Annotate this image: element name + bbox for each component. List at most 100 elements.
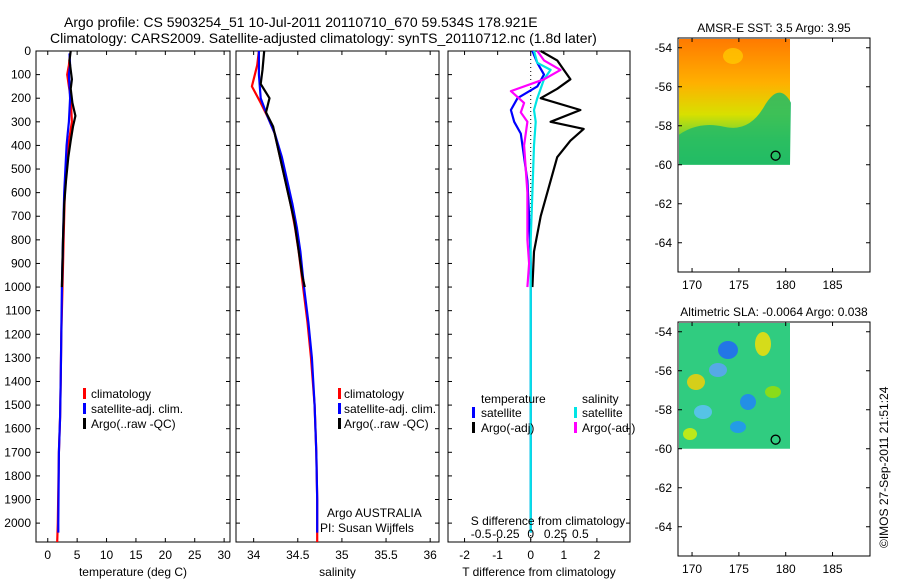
x-tick-label: 170 [682,278,702,292]
legend-swatch [338,403,341,414]
legend-label: Argo(..raw -QC) [91,417,176,431]
y-tick-label: 1300 [4,351,31,365]
y-tick-label: 800 [11,233,31,247]
legend-label: satellite-adj. clim. [344,402,436,416]
x-tick-label: 15 [129,548,143,562]
x-tick-label: 185 [823,562,843,576]
legend-swatch [83,403,86,414]
y-tick-label: -58 [655,403,673,417]
sla-feature [730,421,746,433]
difference-frame [447,50,631,543]
sst_map-title: AMSR-E SST: 3.5 Argo: 3.95 [697,21,851,35]
legend-label: Argo(..raw -QC) [344,417,429,431]
x-tick-label: 185 [823,278,843,292]
sst-cold-water [679,92,791,165]
legend-header: salinity [582,392,619,406]
y-tick-label: 1400 [4,374,31,388]
legend-label: climatology [344,387,404,401]
x-tick-label: 0 [527,548,534,562]
legend-label: satellite [481,406,522,420]
legend-label: climatology [91,387,151,401]
sla-feature [683,428,697,440]
sla-feature [709,363,727,377]
y-tick-label: -60 [655,158,673,172]
series-line-temperature-argo--adj- [531,50,585,288]
y-tick-label: 1200 [4,327,31,341]
x-tick-label: 35 [335,548,349,562]
x-tick-label: 35.5 [374,548,398,562]
y-tick-label: -56 [655,80,673,94]
temperature-xlabel: temperature (deg C) [79,565,187,579]
x-tick-label: 2 [594,548,601,562]
x-tick-label: 170 [682,562,702,576]
legend-header: temperature [481,392,546,406]
imos-timestamp: ©IMOS 27-Sep-2011 21:51:24 [877,386,891,548]
s-tick-label: 0.5 [572,527,589,541]
y-tick-label: 0 [24,44,31,58]
series-line-salinity-satellite [529,50,552,533]
temperature-frame [35,50,231,543]
argo-annotation: Argo AUSTRALIA [327,506,422,520]
y-tick-label: -60 [655,442,673,456]
series-line-salinity-argo--adj- [509,50,562,288]
y-tick-label: 1800 [4,469,31,483]
y-tick-label: 1100 [5,304,31,318]
sla_map-title: Altimetric SLA: -0.0064 Argo: 0.038 [680,305,868,319]
y-tick-label: 200 [11,91,31,105]
x-tick-label: 34.5 [286,548,310,562]
legend-swatch [338,418,341,429]
s-tick-label: 0 [527,527,534,541]
y-tick-label: -64 [655,236,673,250]
y-tick-label: -58 [655,119,673,133]
y-tick-label: 1900 [4,493,31,507]
legend-swatch [472,407,475,418]
x-tick-label: 5 [74,548,81,562]
sla-feature [718,341,738,359]
argo-position-marker [770,150,781,161]
temperature-panel: 0100200300400500600700800900100011001200… [4,44,231,579]
y-tick-label: -62 [655,197,673,211]
x-tick-label: 1 [560,548,567,562]
s-tick-label: -0.25 [492,527,520,541]
series-line-argo---raw--qc- [259,50,306,288]
argo-position-marker [770,434,781,445]
x-tick-label: 30 [217,548,231,562]
s-xlabel: S difference from climatology [471,514,626,528]
salinity-panel: 34 34.5 35 35.5 36 salinity climatologysatelli… [235,50,440,579]
x-tick-label: 180 [776,278,796,292]
s-tick-label: 0.25 [544,527,568,541]
legend-label: Argo(-adj) [582,421,635,435]
series-line-satellite-adj--clim- [57,53,72,533]
sla-feature [755,332,771,356]
y-tick-label: 500 [11,162,31,176]
y-tick-label: 700 [11,209,31,223]
y-tick-label: 900 [11,256,31,270]
legend-label: satellite [582,406,623,420]
s-tick-label: -0.5 [471,527,492,541]
legend-swatch [338,388,341,399]
sla-map-panel: Altimetric SLA: -0.0064 Argo: 0.038 -54 -5… [655,305,871,576]
y-tick-label: 400 [11,138,31,152]
sst-map-panel: AMSR-E SST: 3.5 Argo: 3.95 -54 -56 -58 -60 -6… [655,21,871,292]
sla-feature [740,394,756,410]
x-tick-label: 175 [729,278,749,292]
y-tick-label: -56 [655,364,673,378]
x-tick-label: 25 [188,548,202,562]
y-tick-label: -54 [655,325,673,339]
y-tick-label: 100 [11,68,31,82]
y-tick-label: 300 [11,115,31,129]
x-tick-label: 36 [423,548,437,562]
figure-title-line1: Argo profile: CS 5903254_51 10-Jul-2011 … [64,14,538,30]
y-tick-label: 1000 [4,280,31,294]
x-tick-label: 0 [44,548,51,562]
x-tick-label: 175 [729,562,749,576]
y-tick-label: -54 [655,41,673,55]
x-tick-label: 10 [100,548,114,562]
x-tick-label: 20 [159,548,173,562]
y-tick-label: -64 [655,520,673,534]
pi-annotation: PI: Susan Wijffels [320,521,414,535]
y-tick-label: 1500 [4,398,31,412]
difference-panel: -2 -1 0 1 2 T difference from climatology -0.5… [447,50,635,579]
x-tick-label: 180 [776,562,796,576]
legend-swatch [574,407,577,418]
